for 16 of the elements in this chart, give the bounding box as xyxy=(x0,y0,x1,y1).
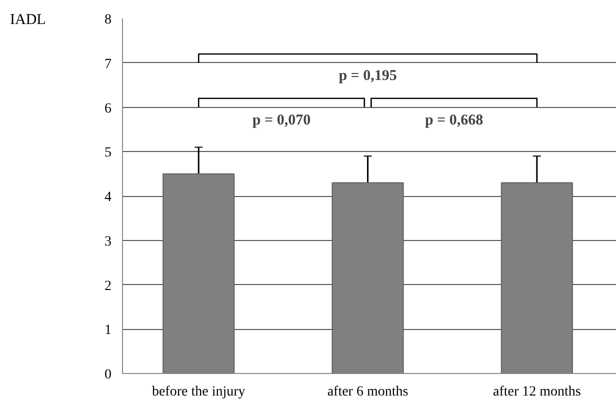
y-tick-label: 2 xyxy=(104,278,112,294)
y-tick-label: 1 xyxy=(104,323,112,338)
x-tick-label: before the injury xyxy=(152,384,246,400)
y-tick-label: 8 xyxy=(104,12,112,28)
y-tick-label: 4 xyxy=(104,190,112,205)
x-tick-label: after 6 months xyxy=(327,384,408,400)
y-tick-label: 6 xyxy=(104,101,112,116)
y-tick-label: 5 xyxy=(104,146,112,161)
annotation: p = 0,070 xyxy=(252,112,311,129)
y-tick-label: 3 xyxy=(104,234,112,250)
x-tick-label: after 12 months xyxy=(492,384,581,400)
annotation: p = 0,195 xyxy=(338,68,397,84)
y-tick-label: 7 xyxy=(104,56,112,72)
y-axis-title: IADL xyxy=(10,11,46,30)
annotation: p = 0,668 xyxy=(424,112,484,129)
y-tick-label: 0 xyxy=(104,368,112,382)
